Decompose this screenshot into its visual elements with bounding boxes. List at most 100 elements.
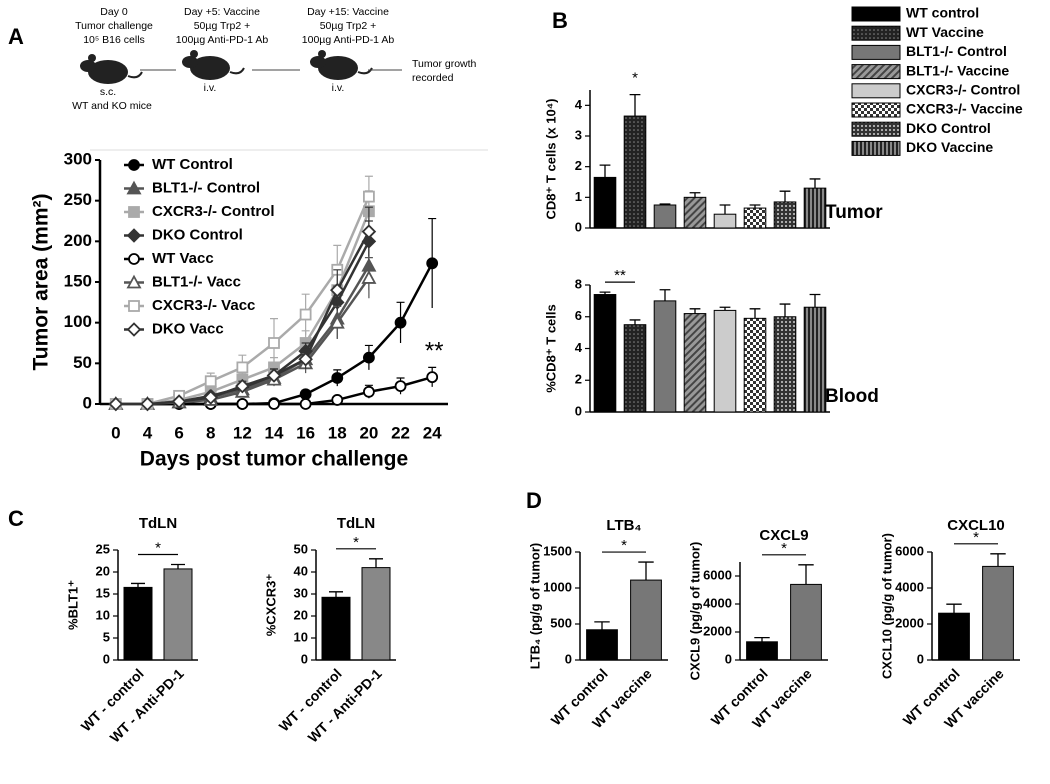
y-axis-label: CXCL10 (pg/g of tumor) <box>879 533 894 679</box>
error-bar <box>689 192 701 198</box>
annotation: ** <box>425 337 444 364</box>
annotation: * <box>781 540 787 557</box>
legend-swatch <box>851 121 901 137</box>
y-axis-label: %BLT1⁺ <box>65 580 80 630</box>
error-bar <box>629 319 641 325</box>
bar <box>982 565 1014 661</box>
y-axis-label: CD8⁺ T cells (x 10⁴) <box>543 99 558 220</box>
x-axis-label: Days post tumor challenge <box>140 448 408 471</box>
marker <box>204 375 217 388</box>
legend-swatch <box>851 44 901 60</box>
legend-marker <box>126 228 142 243</box>
bar <box>653 300 677 413</box>
error-bar <box>131 582 145 588</box>
outcome: Tumor growth <box>412 58 477 70</box>
legend-label: DKO Control <box>152 226 243 243</box>
x-tick-label: 14 <box>265 423 284 442</box>
legend-label: CXCR3-/- Vaccine <box>906 101 1023 117</box>
error-bar <box>946 603 962 614</box>
y-tick-label: 4000 <box>895 579 924 594</box>
y-tick-label: 40 <box>294 563 308 578</box>
bar <box>623 324 647 413</box>
route: i.v. <box>332 82 345 94</box>
y-tick-label: 20 <box>96 563 110 578</box>
panel-letter: B <box>552 8 568 33</box>
bar <box>803 187 827 229</box>
y-tick-label: 6 <box>575 308 582 323</box>
legend-swatch <box>851 25 901 41</box>
legend-swatch <box>851 64 901 80</box>
legend-marker <box>126 274 142 289</box>
marker <box>331 394 344 406</box>
marker <box>171 394 187 409</box>
marker <box>361 270 377 284</box>
marker <box>140 396 155 412</box>
marker <box>266 368 282 383</box>
error-bar <box>329 591 343 598</box>
marker <box>203 390 218 405</box>
y-tick-label: 250 <box>64 190 92 209</box>
bar <box>586 629 618 661</box>
outcome: recorded <box>412 72 454 84</box>
x-tick-label: 24 <box>423 423 442 442</box>
legend-marker <box>128 253 140 265</box>
marker <box>299 388 312 401</box>
x-tick-label: 20 <box>359 423 378 442</box>
chart-title: CXCL10 <box>947 517 1005 534</box>
annotation: * <box>353 534 359 551</box>
marker <box>363 385 375 398</box>
error-bar <box>719 306 731 311</box>
y-tick-label: 2000 <box>895 615 924 630</box>
y-tick-label: 15 <box>96 585 110 600</box>
y-tick-label: 0 <box>103 651 110 666</box>
x-tick-label: 18 <box>328 423 347 442</box>
y-tick-label: 1000 <box>543 579 572 594</box>
y-tick-label: 20 <box>294 607 308 622</box>
legend-label: DKO Vaccine <box>906 139 993 155</box>
legend-swatch <box>851 140 901 156</box>
legend-marker <box>128 159 140 171</box>
bar <box>623 115 647 229</box>
step-text: 10⁵ B16 cells <box>83 34 145 46</box>
error-bar <box>599 164 611 178</box>
step-text: 50µg Trp2 + <box>320 20 377 32</box>
panel-letter: A <box>8 24 24 49</box>
marker <box>394 316 407 329</box>
bar <box>803 306 827 413</box>
mouse-icon <box>182 50 245 80</box>
route: i.v. <box>204 82 217 94</box>
bar <box>361 567 391 661</box>
y-tick-label: 50 <box>294 541 308 556</box>
annotation: ** <box>614 267 626 284</box>
bar <box>790 583 822 661</box>
y-tick-label: 0 <box>725 651 732 666</box>
error-bar <box>369 558 383 568</box>
legend-label: CXCR3-/- Vacc <box>152 297 255 314</box>
legend-label: WT Control <box>152 156 233 173</box>
legend-swatch <box>851 6 901 22</box>
error-bar <box>798 564 814 585</box>
legend-swatch <box>851 83 901 99</box>
annotation: * <box>621 537 627 554</box>
route: s.c. <box>100 86 116 98</box>
y-tick-label: 1500 <box>543 543 572 558</box>
y-tick-label: 2 <box>575 158 582 173</box>
step-text: 50µg Trp2 + <box>194 20 251 32</box>
x-tick-label: 12 <box>233 423 252 442</box>
y-tick-label: 0 <box>301 651 308 666</box>
y-tick-label: 2000 <box>703 623 732 638</box>
y-tick-label: 5 <box>103 629 110 644</box>
error-bar <box>779 190 791 202</box>
y-axis-label: %CD8⁺ T cells <box>543 304 558 393</box>
y-tick-label: 6000 <box>895 543 924 558</box>
x-tick-label: 6 <box>174 423 183 442</box>
step-text: 100µg Anti-PD-1 Ab <box>176 34 269 46</box>
marker <box>299 398 312 410</box>
marker <box>363 190 375 203</box>
legend-marker <box>126 180 142 195</box>
y-tick-label: 30 <box>294 585 308 600</box>
marker <box>329 314 345 329</box>
y-tick-label: 300 <box>64 149 92 168</box>
bar <box>593 294 617 413</box>
legend-label: BLT1-/- Vacc <box>152 273 241 290</box>
